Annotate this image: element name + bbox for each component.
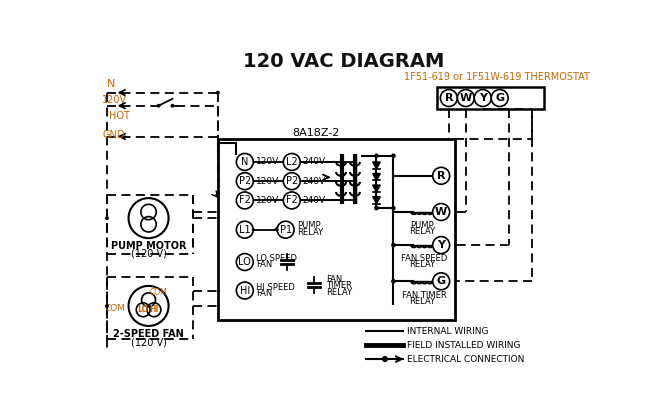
Text: (120 V): (120 V) [131, 337, 167, 347]
Text: HI: HI [149, 305, 159, 314]
Text: 120V: 120V [255, 158, 279, 166]
Text: ELECTRICAL CONNECTION: ELECTRICAL CONNECTION [407, 354, 524, 364]
Text: N: N [107, 79, 115, 89]
Text: L2: L2 [286, 157, 297, 167]
Circle shape [283, 173, 300, 190]
Text: LO: LO [137, 305, 149, 314]
Polygon shape [373, 162, 381, 169]
Text: Y: Y [479, 93, 486, 103]
Circle shape [391, 243, 396, 247]
Text: FAN: FAN [326, 275, 342, 284]
Text: L1: L1 [239, 225, 251, 235]
Circle shape [237, 253, 253, 271]
Text: COM: COM [150, 288, 168, 297]
Text: 1F51-619 or 1F51W-619 THERMOSTAT: 1F51-619 or 1F51W-619 THERMOSTAT [405, 72, 590, 82]
Circle shape [237, 153, 253, 171]
Polygon shape [373, 185, 381, 192]
Text: HOT: HOT [109, 111, 129, 121]
Text: R: R [445, 93, 453, 103]
Text: PUMP: PUMP [410, 221, 433, 230]
Text: F2: F2 [239, 195, 251, 205]
Circle shape [216, 91, 220, 95]
Text: RELAY: RELAY [326, 287, 352, 297]
Circle shape [433, 273, 450, 290]
Text: W: W [435, 207, 448, 217]
Circle shape [105, 304, 109, 308]
Circle shape [237, 173, 253, 190]
Circle shape [458, 90, 474, 106]
Text: 120V: 120V [255, 196, 279, 205]
Text: G: G [437, 276, 446, 286]
Circle shape [105, 216, 109, 220]
Text: 240V: 240V [303, 158, 326, 166]
Bar [218, 139, 455, 320]
Text: RELAY: RELAY [409, 297, 435, 306]
Text: PUMP MOTOR: PUMP MOTOR [111, 241, 186, 251]
Polygon shape [373, 173, 381, 181]
Text: P2: P2 [239, 176, 251, 186]
Circle shape [237, 192, 253, 209]
Text: HI SPEED: HI SPEED [257, 283, 295, 292]
Text: F2: F2 [286, 195, 297, 205]
Text: GND: GND [103, 130, 125, 140]
Circle shape [283, 192, 300, 209]
Text: R: R [437, 171, 446, 181]
Circle shape [391, 153, 396, 158]
Circle shape [237, 221, 253, 238]
Circle shape [433, 204, 450, 220]
Text: RELAY: RELAY [409, 228, 435, 236]
Text: 120 VAC DIAGRAM: 120 VAC DIAGRAM [243, 52, 444, 70]
Text: FAN: FAN [257, 260, 273, 269]
Text: 8A18Z-2: 8A18Z-2 [293, 129, 340, 138]
Text: G: G [495, 93, 505, 103]
Text: RELAY: RELAY [409, 261, 435, 269]
Circle shape [237, 282, 253, 299]
Circle shape [433, 237, 450, 253]
Text: 2-SPEED FAN: 2-SPEED FAN [113, 329, 184, 339]
Text: 120V: 120V [103, 96, 127, 105]
Text: FAN SPEED: FAN SPEED [401, 254, 448, 263]
Text: 240V: 240V [303, 196, 326, 205]
Text: FIELD INSTALLED WIRING: FIELD INSTALLED WIRING [407, 341, 520, 350]
Text: P2: P2 [285, 176, 298, 186]
Text: 240V: 240V [303, 177, 326, 186]
Text: TIMER: TIMER [326, 282, 352, 290]
Text: FAN: FAN [257, 289, 273, 298]
Text: FAN TIMER: FAN TIMER [402, 290, 447, 300]
Circle shape [391, 279, 396, 284]
Circle shape [433, 167, 450, 184]
Polygon shape [373, 197, 381, 204]
Circle shape [374, 153, 379, 158]
Circle shape [283, 153, 300, 171]
Text: P1: P1 [279, 225, 291, 235]
Text: N: N [241, 157, 249, 167]
Circle shape [157, 104, 161, 108]
Circle shape [382, 356, 388, 362]
Circle shape [474, 90, 491, 106]
Text: LO: LO [239, 257, 251, 267]
Text: W: W [460, 93, 472, 103]
Text: Y: Y [437, 240, 445, 250]
Text: 120V: 120V [255, 177, 279, 186]
Text: (120 V): (120 V) [131, 248, 167, 259]
Text: LO SPEED: LO SPEED [257, 253, 297, 263]
Circle shape [275, 228, 279, 231]
Circle shape [491, 90, 508, 106]
Circle shape [252, 228, 255, 231]
Circle shape [440, 90, 458, 106]
Text: COM: COM [105, 304, 125, 313]
Circle shape [277, 221, 294, 238]
Circle shape [391, 206, 396, 210]
Text: PUMP: PUMP [297, 221, 321, 230]
Circle shape [374, 206, 379, 210]
Bar [437, 87, 544, 109]
Text: RELAY: RELAY [297, 228, 324, 237]
Text: INTERNAL WIRING: INTERNAL WIRING [407, 327, 488, 336]
Text: HI: HI [240, 285, 250, 295]
Circle shape [170, 104, 174, 108]
